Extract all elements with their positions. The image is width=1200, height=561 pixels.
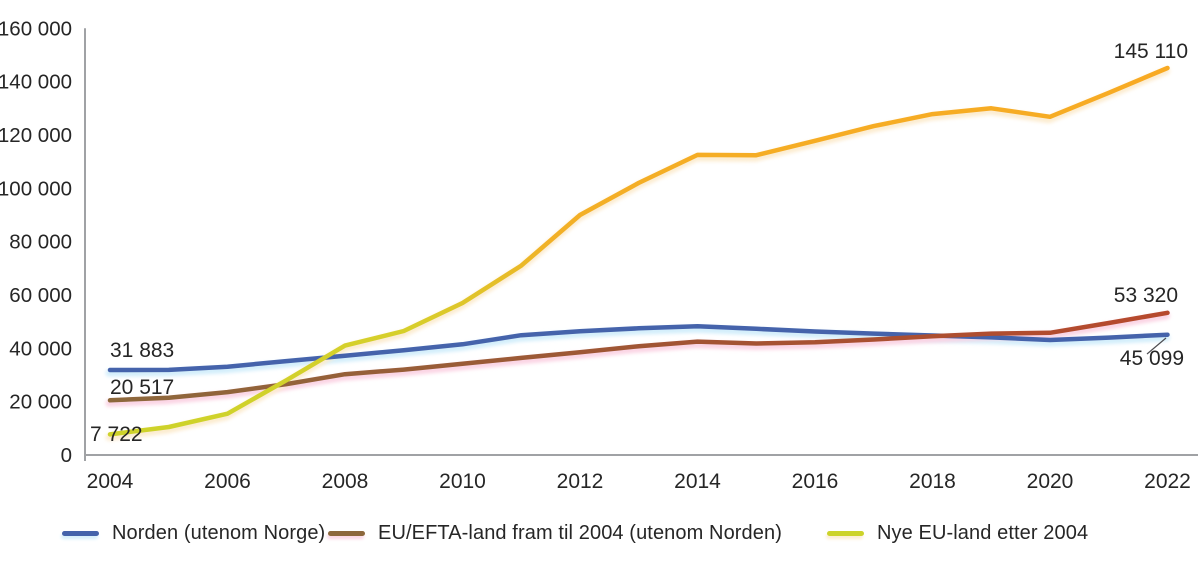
x-tick-label: 2014	[674, 470, 721, 493]
y-tick-label: 140 000	[0, 71, 72, 94]
x-tick-label: 2004	[87, 470, 134, 493]
series-line-norden	[107, 323, 1170, 373]
series-glow-nye-eu	[105, 67, 1170, 441]
series-line-eu-efta	[107, 310, 1170, 403]
x-tick-label: 2012	[557, 470, 604, 493]
x-tick-label: 2022	[1144, 470, 1191, 493]
x-tick-label: 2020	[1027, 470, 1074, 493]
data-label-norden-2022: 45 099	[1120, 347, 1184, 370]
legend-swatch-norden	[62, 530, 99, 536]
legend-label-nye-eu: Nye EU-land etter 2004	[877, 521, 1089, 544]
data-label-nye-eu-2022: 145 110	[1114, 40, 1188, 63]
y-tick-label: 0	[61, 444, 72, 467]
legend-swatch-eu-efta	[328, 530, 365, 536]
series-glow-norden	[105, 325, 1170, 377]
label-leader-line	[1146, 337, 1167, 355]
y-tick-label: 80 000	[9, 231, 72, 254]
legend-item-eu-efta: EU/EFTA-land fram til 2004 (utenom Norde…	[328, 505, 782, 561]
data-label-eu-efta-2022: 53 320	[1114, 284, 1178, 307]
y-tick-label: 20 000	[9, 391, 72, 414]
x-tick-label: 2010	[439, 470, 486, 493]
y-tick-label: 100 000	[0, 177, 72, 200]
legend-label-eu-efta: EU/EFTA-land fram til 2004 (utenom Norde…	[378, 521, 782, 544]
legend-item-norden: Norden (utenom Norge)	[62, 505, 325, 561]
data-label-norden-2004: 31 883	[110, 339, 174, 362]
legend-label-norden: Norden (utenom Norge)	[112, 521, 326, 544]
line-chart: 0 20 000 40 000 60 000 80 000 100 000 120 000 1…	[0, 17, 1198, 493]
x-tick-label: 2008	[322, 470, 369, 493]
x-tick-label: 2016	[792, 470, 839, 493]
data-label-eu-efta-2004: 20 517	[110, 376, 174, 399]
y-tick-label: 120 000	[0, 124, 72, 147]
series-line-nye-eu	[107, 65, 1170, 437]
y-tick-label: 40 000	[9, 337, 72, 360]
x-tick-label: 2018	[909, 470, 956, 493]
x-tick-label: 2006	[204, 470, 251, 493]
y-tick-label: 60 000	[9, 284, 72, 307]
data-label-nye-eu-2004: 7 722	[90, 423, 143, 446]
legend-swatch-nye-eu	[827, 530, 864, 536]
y-tick-label: 160 000	[0, 17, 72, 40]
chart-legend: Norden (utenom Norge) EU/EFTA-land fram …	[0, 505, 1200, 561]
legend-item-nye-eu: Nye EU-land etter 2004	[827, 505, 1088, 561]
